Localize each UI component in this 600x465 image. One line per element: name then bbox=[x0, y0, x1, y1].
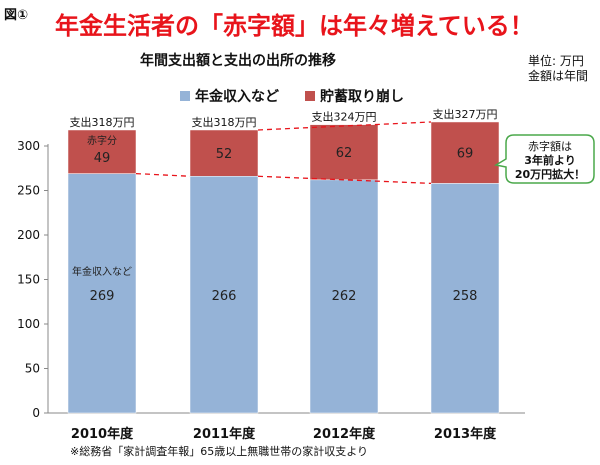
savings-value-label: 52 bbox=[216, 147, 233, 162]
unit-note: 単位: 万円 金額は年間 bbox=[528, 54, 588, 84]
pension-caption: 年金収入など bbox=[72, 265, 132, 278]
savings-value-label: 69 bbox=[457, 147, 474, 162]
x-category-label: 2012年度 bbox=[313, 426, 376, 442]
bar-pension bbox=[430, 183, 500, 414]
legend-item-savings: 貯蓄取り崩し bbox=[305, 86, 404, 106]
callout-bubble bbox=[493, 134, 595, 184]
chart-title: 年間支出額と支出の出所の推移 bbox=[140, 53, 336, 69]
legend: 年金収入など 貯蓄取り崩し bbox=[180, 86, 404, 106]
pension-value-label: 258 bbox=[453, 289, 478, 304]
figure-label: 図① bbox=[4, 8, 29, 23]
bar-pension bbox=[309, 179, 379, 414]
x-category-label: 2013年度 bbox=[434, 426, 497, 442]
y-tick-label: 50 bbox=[25, 362, 40, 376]
y-tick-label: 0 bbox=[32, 406, 40, 420]
unit-note-line: 金額は年間 bbox=[527, 69, 588, 83]
headline: 年金生活者の「赤字額」は年々増えている！ bbox=[55, 12, 534, 40]
unit-note-line: 単位: 万円 bbox=[527, 54, 584, 68]
x-category-label: 2011年度 bbox=[193, 426, 256, 442]
pension-value-label: 269 bbox=[90, 289, 115, 304]
callout-text-line: 20万円拡大！ bbox=[515, 167, 585, 181]
y-tick-label: 250 bbox=[17, 184, 40, 198]
legend-swatch-pension bbox=[180, 91, 190, 101]
bar-savings bbox=[430, 121, 500, 184]
source-note: ※総務省「家計調査年報」65歳以上無職世帯の家計収支より bbox=[70, 445, 368, 458]
bar-savings bbox=[67, 129, 137, 174]
y-tick-label: 100 bbox=[17, 317, 40, 331]
dashed-connector-left bbox=[135, 172, 191, 177]
callout-text-line: 赤字額は bbox=[528, 139, 572, 153]
bar-savings bbox=[189, 129, 259, 177]
legend-label-savings: 貯蓄取り崩し bbox=[320, 89, 404, 105]
bar-pension bbox=[189, 176, 259, 414]
total-label: 支出318万円 bbox=[192, 115, 257, 129]
savings-caption: 赤字分 bbox=[87, 134, 117, 147]
y-tick-label: 200 bbox=[17, 228, 40, 242]
total-label: 支出327万円 bbox=[433, 107, 498, 121]
dashed-connector-top bbox=[257, 121, 432, 131]
savings-value-label: 62 bbox=[336, 146, 353, 161]
legend-swatch-savings bbox=[305, 91, 315, 101]
y-tick-label: 150 bbox=[17, 273, 40, 287]
total-label: 支出318万円 bbox=[70, 115, 135, 129]
pension-value-label: 266 bbox=[212, 289, 237, 304]
pension-value-label: 262 bbox=[332, 289, 357, 304]
savings-value-label: 49 bbox=[94, 151, 111, 166]
callout-text-line: 3年前より bbox=[524, 153, 575, 167]
legend-item-pension: 年金収入など bbox=[180, 86, 279, 106]
y-tick-label: 300 bbox=[17, 139, 40, 153]
dashed-connector-bottom bbox=[257, 175, 432, 185]
legend-label-pension: 年金収入など bbox=[195, 89, 279, 105]
bar-savings bbox=[309, 124, 379, 181]
total-label: 支出324万円 bbox=[312, 110, 377, 124]
x-category-label: 2010年度 bbox=[71, 426, 134, 442]
bar-pension bbox=[67, 173, 137, 414]
